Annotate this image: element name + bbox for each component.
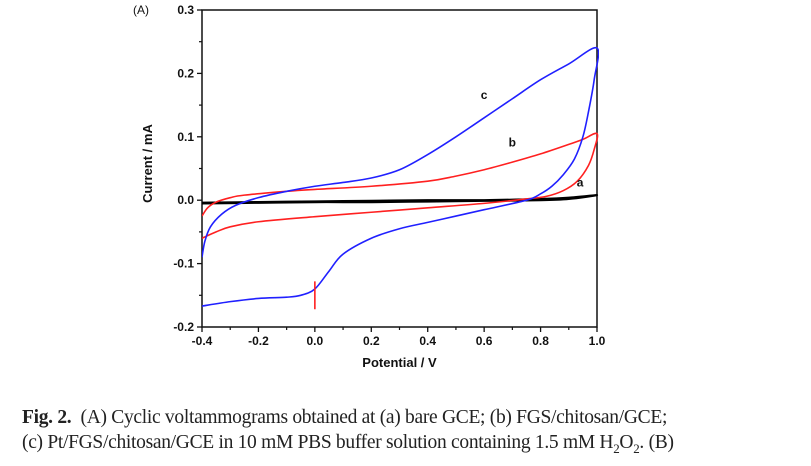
curve-label-c: c [481, 88, 488, 102]
subscript: 2 [633, 440, 640, 456]
y-tick-label: 0.0 [177, 193, 194, 207]
caption-text-mid: O [619, 432, 634, 453]
x-tick-label: -0.4 [192, 334, 213, 348]
x-tick-label: 0.8 [532, 334, 549, 348]
caption-text-end: . (B) [639, 432, 674, 453]
series-line-a [202, 194, 599, 205]
caption-line-1: Fig. 2. (A) Cyclic voltammograms obtaine… [22, 405, 811, 430]
y-tick-label: -0.2 [173, 320, 194, 334]
series-line-c [202, 46, 599, 307]
curve-label-a: a [577, 175, 584, 189]
x-tick-label: 1.0 [589, 334, 606, 348]
series-line-b [202, 132, 599, 239]
y-axis-title: Current / mA [140, 124, 155, 203]
subscript: 2 [613, 440, 620, 456]
x-tick-label: -0.2 [248, 334, 269, 348]
panel-label: (A) [133, 3, 149, 17]
caption-line-2: (c) Pt/FGS/chitosan/GCE in 10 mM PBS buf… [22, 430, 811, 461]
figure-label: Fig. 2. [22, 407, 72, 428]
y-tick-label: 0.2 [177, 66, 194, 80]
y-tick-label: 0.1 [177, 130, 194, 144]
plot-frame [201, 9, 598, 328]
x-tick-label: 0.2 [363, 334, 380, 348]
x-tick-label: 0.6 [476, 334, 493, 348]
x-tick-label: 0.0 [307, 334, 324, 348]
caption-text-2: (c) Pt/FGS/chitosan/GCE in 10 mM PBS buf… [22, 432, 614, 453]
curve-label-b: b [509, 135, 516, 149]
x-tick-label: 0.4 [419, 334, 436, 348]
y-tick-label: 0.3 [177, 3, 194, 17]
x-axis-title: Potential / V [362, 355, 437, 370]
y-tick-label: -0.1 [173, 257, 194, 271]
figure-caption: Fig. 2. (A) Cyclic voltammograms obtaine… [22, 405, 811, 461]
caption-text-1: (A) Cyclic voltammograms obtained at (a)… [80, 407, 668, 428]
cyclic-voltammogram-chart: -0.4 -0.2 0.0 0.2 0.4 0.6 0.8 1.0-0.2-0.10.00.1… [133, 3, 606, 370]
